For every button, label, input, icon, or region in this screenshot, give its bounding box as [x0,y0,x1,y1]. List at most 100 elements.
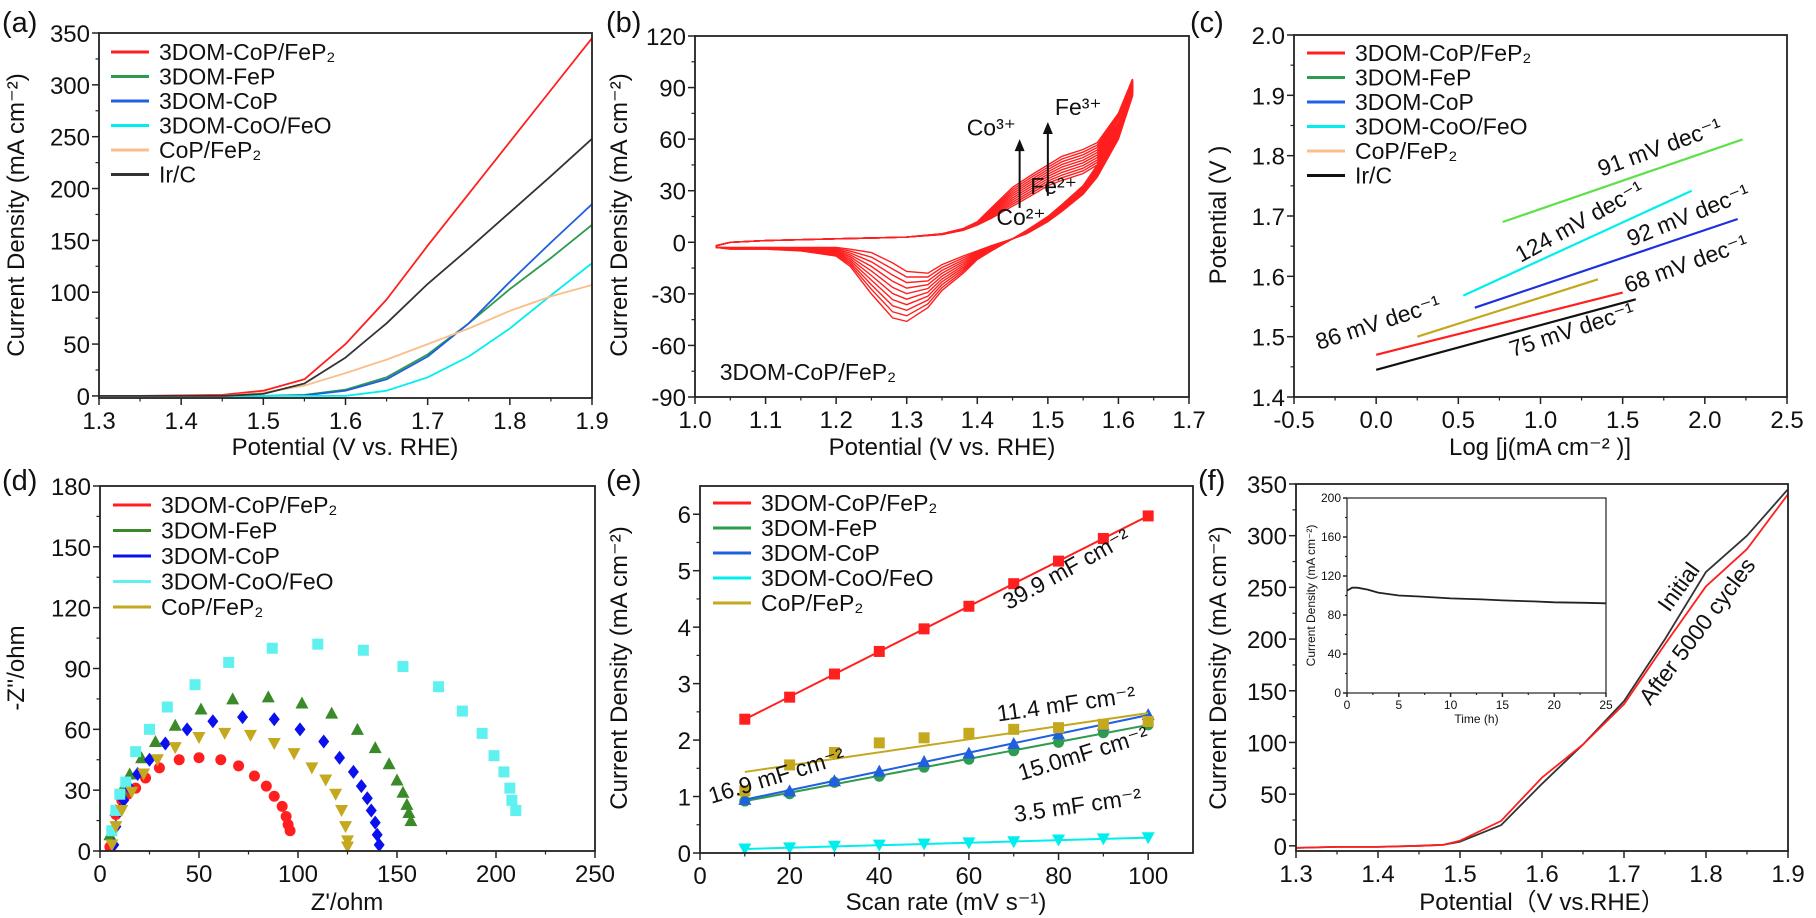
y-tick-label: 60 [659,127,686,154]
legend-label: CoP/FeP₂ [161,594,263,620]
series-after-5000-cycles [1296,493,1788,849]
series-line [1502,138,1743,224]
legend-item: 3DOM-CoP/FeP₂ [111,39,335,65]
x-tick-label: 1.8 [493,408,526,435]
data-point [1007,736,1021,749]
x-tick-label: 1.2 [819,407,852,434]
y-tick-label: -60 [651,333,686,360]
annotation: Fe²⁺ [1030,173,1077,199]
data-point [268,790,280,802]
y-tick-label: 5 [678,559,691,586]
data-point [137,768,151,781]
legend-label: CoP/FeP₂ [159,137,261,163]
panel-label: (a) [2,7,37,39]
data-point [1053,736,1065,748]
legend-item: 3DOM-CoP/FeP₂ [1307,40,1531,66]
data-point [506,794,518,806]
data-point [510,804,522,816]
y-tick-label: 200 [50,177,90,204]
y-tick-label: 100 [50,280,90,307]
data-point [918,623,930,635]
series-line [1474,217,1739,309]
legend-item: CoP/FeP₂ [713,590,863,616]
data-point [1097,533,1109,545]
x-tick-label: 1.6 [329,408,362,435]
data-point [373,837,385,851]
y-tick-label: 90 [64,657,91,684]
y-tick-label: 90 [659,76,686,103]
data-point [305,762,319,775]
data-point [404,814,418,827]
legend-item: 3DOM-CoO/FeO [713,565,934,591]
data-point [223,656,235,668]
y-tick-label: 1.5 [1252,325,1285,352]
data-point [243,729,257,742]
y-tick-label: 250 [50,125,90,152]
series-cop-fep- [99,284,592,397]
data-point [390,773,404,786]
y-tick-label: 30 [659,179,686,206]
fit-line [744,836,1149,850]
legend-item: 3DOM-CoP [113,543,280,569]
inset-chart: 0 5 10 15 20 25 0 40 80 120 160 200 Time (h) Current … [1304,491,1613,726]
legend-label: 3DOM-CoP/FeP₂ [1355,40,1531,66]
data-point [215,754,227,766]
y-tick-label: 200 [1321,491,1341,505]
x-tick-label: 20 [1548,698,1562,712]
data-point [396,785,410,798]
legend-item: 3DOM-FeP [113,518,277,544]
data-point [114,788,126,800]
x-tick-label: 20 [776,863,803,890]
data-point [962,746,976,759]
data-point [207,714,219,729]
x-tick-label: 0 [693,863,706,890]
y-tick-label: 350 [50,21,90,48]
legend-label: 3DOM-CoP [1355,89,1474,115]
data-point [144,723,155,735]
x-tick-label: 50 [186,861,213,888]
x-tick-label: 2.0 [1688,407,1721,434]
data-point [963,727,975,739]
panel-label: (e) [606,465,641,497]
x-tick-label: 1.7 [1172,407,1205,434]
data-point [962,837,976,850]
data-point [368,741,382,754]
arrow-head [1014,139,1025,152]
data-point [963,600,975,612]
y-tick-label: 150 [51,535,91,562]
panel-f: (f) Potential（V vs.RHE） Current Density (m… [1198,465,1805,916]
plot-area [738,510,1155,853]
data-point [233,760,245,772]
series-line [99,203,592,397]
data-point [120,776,132,788]
legend-item: 3DOM-FeP [713,515,877,541]
y-tick-label: 180 [51,474,91,501]
series-line [1462,189,1693,297]
data-point [1053,555,1065,567]
legend-label: Ir/C [1355,163,1392,189]
data-point [159,736,171,751]
legend-label: 3DOM-FeP [761,515,877,541]
data-point [248,770,260,782]
x-tick-label: 40 [866,863,893,890]
data-point [193,752,205,764]
y-tick-label: 1.7 [1252,204,1285,231]
data-point [226,692,240,705]
data-point [873,645,885,657]
x-tick-label: 1.6 [1525,861,1558,888]
legend-label: 3DOM-CoP [159,88,278,114]
legend-label: 3DOM-CoO/FeO [761,565,934,591]
y-tick-label: 1.4 [1252,385,1285,412]
y-tick-label: 0 [78,839,91,866]
data-point [339,821,353,834]
data-point [268,712,280,727]
y-axis-label: Potential (V ) [1205,146,1232,285]
data-point [319,774,333,787]
x-tick-label: 15 [1496,698,1510,712]
annotation: Co²⁺ [996,204,1045,230]
data-point [917,838,931,851]
series-ir-c [99,138,592,397]
data-point [267,738,281,751]
data-point [266,642,278,654]
